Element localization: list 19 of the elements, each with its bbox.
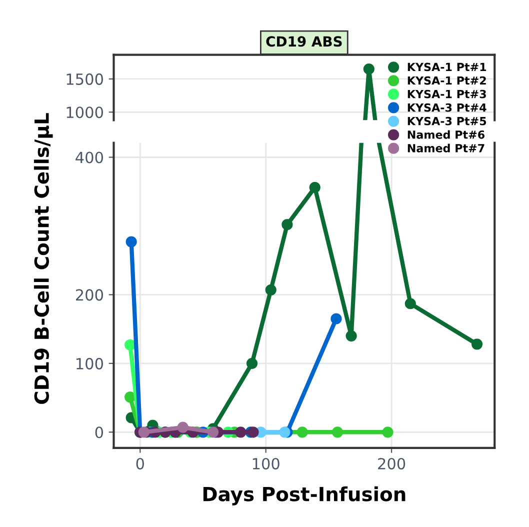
chart-title: CD19 ABS bbox=[266, 36, 342, 47]
legend-label: KYSA-1 Pt#2 bbox=[408, 76, 486, 85]
y-tick-label: 1500 bbox=[66, 73, 103, 85]
y-tick-label: 400 bbox=[76, 152, 103, 164]
legend-label: KYSA-1 Pt#3 bbox=[408, 90, 486, 98]
legend-label: Named Pt#6 bbox=[408, 130, 485, 139]
legend-label: KYSA-1 Pt#1 bbox=[408, 62, 486, 72]
x-tick-label: 0 bbox=[136, 458, 144, 470]
legend-label: KYSA-3 Pt#5 bbox=[408, 116, 486, 126]
y-tick-label: 100 bbox=[76, 358, 103, 370]
legend-label: KYSA-3 Pt#4 bbox=[408, 103, 486, 112]
legend-label: Named Pt#7 bbox=[408, 144, 484, 152]
y-tick-label: 0 bbox=[95, 426, 103, 438]
x-tick-label: 200 bbox=[378, 458, 406, 470]
y-tick-label: 1000 bbox=[66, 106, 103, 118]
y-axis-title: CD19 B-Cell Count Cells/µL bbox=[34, 113, 53, 404]
y-tick-label: 200 bbox=[76, 289, 103, 301]
x-tick-label: 100 bbox=[252, 458, 280, 470]
x-axis-title: Days Post-Infusion bbox=[203, 486, 406, 506]
